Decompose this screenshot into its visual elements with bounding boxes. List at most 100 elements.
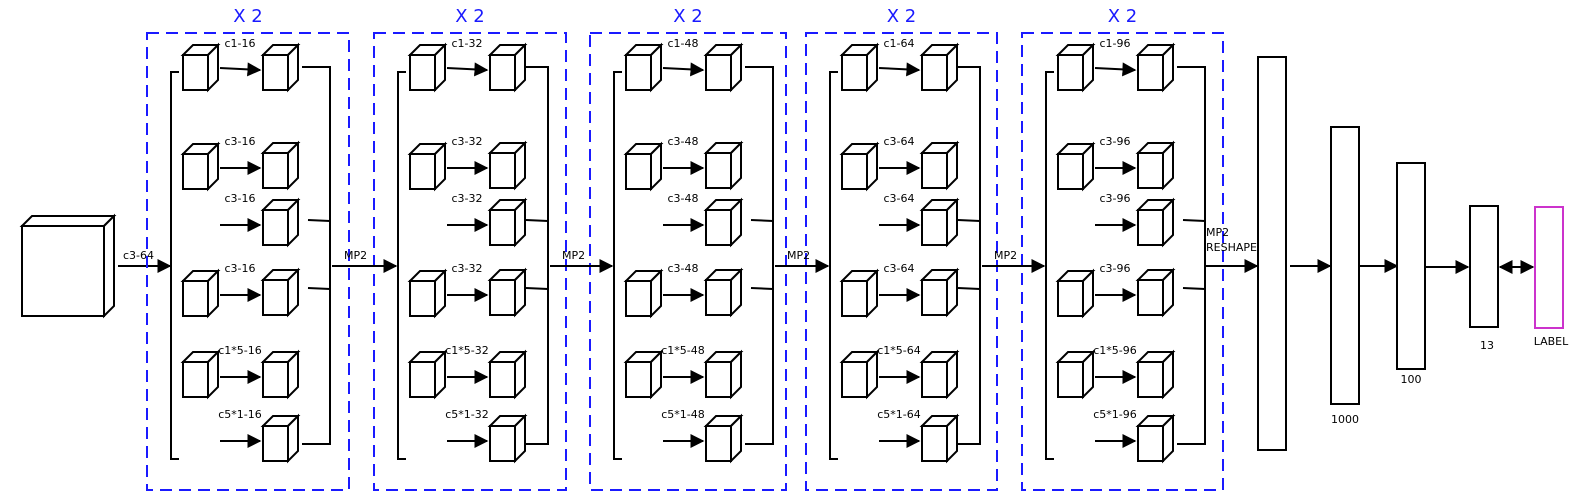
repeat-box bbox=[805, 32, 998, 491]
branch-5: c1*5-96 bbox=[1055, 344, 1176, 400]
branch-conv-label: c3-64 bbox=[883, 192, 914, 205]
inception-blocks: X 2 c1-16 c3-16 c3-16 c3-16 c1*5-16 c5*1-16 X 2… bbox=[146, 6, 1224, 491]
feature-map-icon bbox=[487, 140, 528, 191]
concat-bracket bbox=[302, 66, 331, 445]
feature-map-icon bbox=[623, 141, 664, 192]
join-tick bbox=[1182, 219, 1206, 222]
branch-6: c5*1-16 bbox=[218, 408, 301, 464]
maxpool-label: MP2 bbox=[562, 249, 585, 262]
feature-map-icon bbox=[487, 413, 528, 464]
branch-3: c3-48 bbox=[663, 192, 744, 248]
branch-5: c1*5-64 bbox=[839, 344, 960, 400]
feature-map-icon bbox=[260, 413, 301, 464]
feature-map-icon bbox=[919, 267, 960, 318]
dense-label-100: 100 bbox=[1401, 373, 1422, 386]
branch-arrow bbox=[1094, 62, 1137, 77]
branch-conv-label: c3-16 bbox=[224, 192, 255, 205]
join-tick bbox=[957, 287, 981, 290]
feature-map-icon bbox=[1135, 349, 1176, 400]
repeat-box bbox=[1021, 32, 1224, 491]
maxpool-label: MP2 bbox=[994, 249, 1017, 262]
split-bracket bbox=[170, 71, 179, 460]
branch-conv-label: c3-48 bbox=[667, 135, 698, 148]
split-bracket bbox=[397, 71, 406, 460]
branch-3: c3-16 bbox=[220, 192, 301, 248]
maxpool-label: MP2 bbox=[344, 249, 367, 262]
branch-arrow bbox=[219, 62, 262, 77]
feature-map-icon bbox=[260, 42, 301, 93]
feature-map-icon bbox=[180, 141, 221, 192]
branch-conv-label: c1*5-16 bbox=[218, 344, 262, 357]
branch-conv-label: c5*1-16 bbox=[218, 408, 262, 421]
inception-block-1: X 2 c1-16 c3-16 c3-16 c3-16 c1*5-16 c5*1-16 bbox=[146, 6, 350, 491]
branch-conv-label: c1-64 bbox=[883, 37, 914, 50]
join-tick bbox=[525, 219, 549, 222]
branch-3: c3-32 bbox=[447, 192, 528, 248]
repeat-box bbox=[589, 32, 787, 491]
feature-map-icon bbox=[260, 267, 301, 318]
feature-map-icon bbox=[407, 141, 448, 192]
dense-layer-1000 bbox=[1330, 126, 1360, 405]
branch-4: c3-16 bbox=[180, 262, 301, 319]
feature-map-icon bbox=[180, 349, 221, 400]
feature-map-icon bbox=[919, 140, 960, 191]
split-bracket bbox=[613, 71, 622, 460]
join-tick bbox=[307, 219, 331, 222]
feature-map-icon bbox=[1135, 267, 1176, 318]
branch-conv-label: c1-96 bbox=[1099, 37, 1130, 50]
branch-3: c3-64 bbox=[879, 192, 960, 248]
join-tick bbox=[1182, 287, 1206, 290]
feature-map-icon bbox=[1055, 141, 1096, 192]
feature-map-icon bbox=[487, 42, 528, 93]
feature-map-icon bbox=[703, 197, 744, 248]
branch-conv-label: c1*5-64 bbox=[877, 344, 921, 357]
branch-1: c1-32 bbox=[407, 37, 528, 93]
repeat-label: X 2 bbox=[673, 6, 703, 27]
reshape-label-reshape: RESHAPE bbox=[1206, 241, 1257, 254]
feature-map-icon bbox=[487, 267, 528, 318]
split-bracket bbox=[1045, 71, 1054, 460]
feature-map-icon bbox=[487, 197, 528, 248]
inception-block-5: X 2 c1-96 c3-96 c3-96 c3-96 c1*5-96 c5*1-96 MP2 bbox=[982, 6, 1224, 491]
feature-map-icon bbox=[1135, 413, 1176, 464]
branch-6: c5*1-64 bbox=[877, 408, 960, 464]
feature-map-icon bbox=[487, 349, 528, 400]
feature-map-icon bbox=[260, 349, 301, 400]
feature-map-icon bbox=[703, 349, 744, 400]
output-label-text: LABEL bbox=[1534, 335, 1569, 348]
repeat-box bbox=[146, 32, 350, 491]
feature-map-icon bbox=[703, 267, 744, 318]
feature-map-icon bbox=[703, 413, 744, 464]
branch-conv-label: c3-48 bbox=[667, 262, 698, 275]
branch-2: c3-48 bbox=[623, 135, 744, 192]
feature-map-icon bbox=[839, 349, 880, 400]
repeat-label: X 2 bbox=[1108, 6, 1138, 27]
branch-conv-label: c3-16 bbox=[224, 135, 255, 148]
feature-map-icon bbox=[1055, 268, 1096, 319]
feature-map-icon bbox=[1055, 349, 1096, 400]
feature-map-icon bbox=[623, 42, 664, 93]
branch-conv-label: c1*5-32 bbox=[445, 344, 489, 357]
branch-6: c5*1-96 bbox=[1093, 408, 1176, 464]
repeat-box bbox=[373, 32, 567, 491]
feature-map-icon bbox=[703, 140, 744, 191]
branch-conv-label: c3-32 bbox=[451, 262, 482, 275]
repeat-label: X 2 bbox=[887, 6, 917, 27]
feature-map-icon bbox=[703, 42, 744, 93]
branch-4: c3-64 bbox=[839, 262, 960, 319]
branch-6: c5*1-48 bbox=[661, 408, 744, 464]
branch-5: c1*5-16 bbox=[180, 344, 301, 400]
branch-conv-label: c3-48 bbox=[667, 192, 698, 205]
inception-block-2: X 2 c1-32 c3-32 c3-32 c3-32 c1*5-32 c5*1-32 MP2 bbox=[332, 6, 567, 491]
feature-map-icon bbox=[919, 349, 960, 400]
join-tick bbox=[525, 287, 549, 290]
branch-5: c1*5-48 bbox=[623, 344, 744, 400]
branch-conv-label: c3-96 bbox=[1099, 192, 1130, 205]
branch-1: c1-16 bbox=[180, 37, 301, 93]
concat-bracket bbox=[745, 66, 774, 445]
feature-map-icon bbox=[1135, 197, 1176, 248]
branch-conv-label: c3-32 bbox=[451, 135, 482, 148]
branch-4: c3-48 bbox=[623, 262, 744, 319]
feature-map-icon bbox=[180, 268, 221, 319]
